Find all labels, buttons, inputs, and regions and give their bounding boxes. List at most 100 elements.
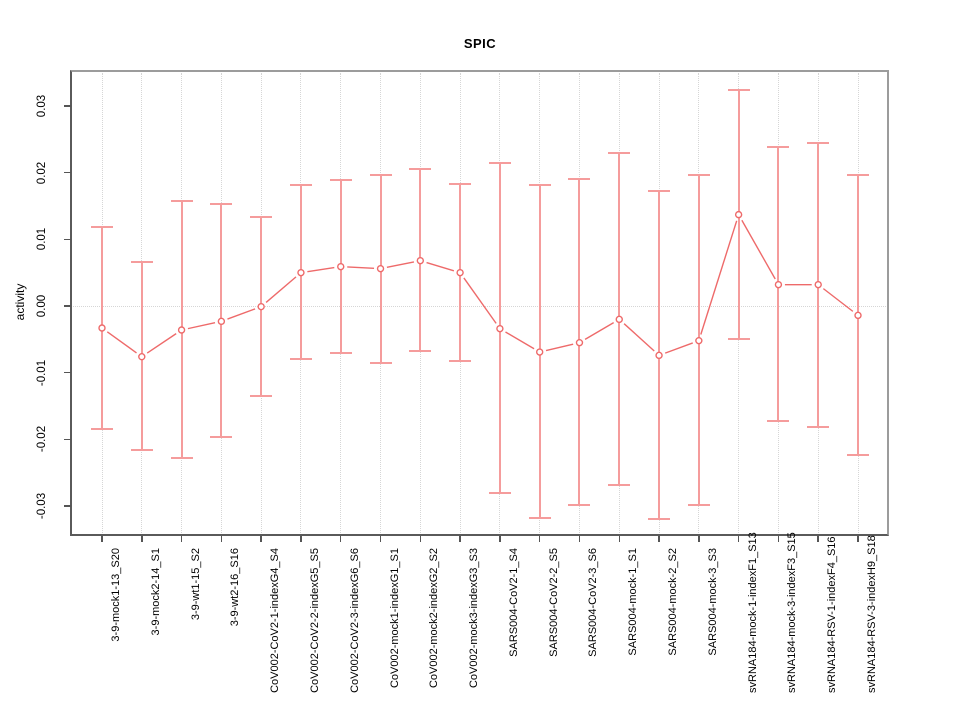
x-tick-label: svRNA184-RSV-1-indexF4_S16: [826, 536, 839, 693]
series-line-segment: [741, 219, 776, 280]
error-bar-cap: [130, 449, 153, 452]
data-point-marker: [734, 210, 743, 219]
data-point-marker: [177, 326, 186, 334]
data-point-marker: [496, 324, 504, 333]
x-tick-label: SARS004-CoV2-2_S5: [547, 548, 560, 657]
error-bar-cap: [807, 141, 830, 144]
error-bar-cap: [847, 454, 869, 457]
data-point-marker: [655, 351, 663, 360]
data-point-marker: [257, 302, 265, 311]
x-tick-label: svRNA184-mock-1-indexF1_S13: [746, 532, 759, 693]
error-bar-cap: [847, 174, 869, 177]
data-point-marker: [615, 315, 623, 324]
data-point-marker: [695, 336, 703, 345]
error-bar-cap: [250, 395, 273, 398]
error-bar-cap: [727, 338, 750, 341]
y-tick-label: 0.02: [36, 161, 48, 184]
data-point-marker: [535, 348, 544, 356]
x-tick: [101, 536, 103, 542]
error-bar-cap: [250, 216, 273, 219]
series-line-segment: [426, 261, 455, 272]
x-tick-label: CoV002-CoV2-1-indexG4_S4: [269, 548, 282, 693]
error-bar-cap: [170, 457, 193, 460]
series-line-segment: [822, 288, 854, 312]
x-tick-label: SARS004-mock-1_S1: [627, 548, 640, 656]
series-line-segment: [227, 308, 256, 320]
error-bar-cap: [687, 174, 710, 177]
series-line-segment: [505, 331, 535, 350]
error-bar-cap: [449, 182, 472, 185]
series-line-segment: [146, 333, 177, 354]
x-tick-label: CoV002-mock1-indexG1_S1: [388, 548, 401, 689]
y-tick: [64, 238, 71, 241]
error-bar-cap: [409, 167, 432, 170]
y-tick-label: -0.02: [36, 426, 48, 453]
series-line-segment: [386, 261, 415, 269]
series-line-segment: [106, 331, 137, 354]
error-bar-cap: [767, 146, 790, 149]
x-tick: [260, 536, 262, 542]
x-tick-label: CoV002-mock3-indexG3_S3: [468, 548, 481, 689]
data-point-marker: [98, 324, 106, 332]
data-point-marker: [854, 311, 862, 320]
error-bar-cap: [170, 200, 193, 203]
error-bar-cap: [91, 427, 113, 430]
data-point-marker: [575, 338, 584, 347]
y-tick: [64, 105, 71, 107]
error-bar-cap: [329, 351, 352, 354]
y-tick-label: -0.03: [36, 492, 48, 520]
error-bar-cap: [767, 420, 790, 423]
y-tick: [64, 305, 71, 307]
series-layer: [98, 210, 862, 361]
series-line-segment: [700, 220, 738, 335]
series-line-segment: [307, 266, 335, 273]
error-bar-cap: [449, 360, 472, 363]
x-tick: [220, 536, 223, 542]
error-bar-cap: [289, 184, 312, 187]
x-tick: [618, 536, 621, 542]
error-bar-cap: [488, 162, 511, 165]
series-line-segment: [463, 277, 497, 324]
series-line-segment: [187, 322, 216, 330]
x-tick: [578, 536, 581, 542]
x-tick: [698, 536, 700, 542]
zero-gridline: [73, 305, 886, 307]
error-bar-cap: [727, 88, 750, 91]
x-tick-label: svRNA184-RSV-3-indexH9_S18: [866, 535, 878, 693]
error-bar-cap: [528, 517, 551, 520]
error-bar-cap: [409, 349, 432, 352]
y-tick: [64, 438, 71, 441]
x-tick-label: 3-9-wt1-15_S2: [189, 548, 202, 621]
error-bar-cap: [648, 190, 671, 193]
x-tick: [141, 536, 143, 542]
x-tick-label: 3-9-mock2-14_S1: [149, 548, 162, 636]
error-bar-cap: [289, 357, 312, 360]
chart-title: SPIC: [463, 36, 497, 51]
y-tick-label: 0.00: [36, 294, 48, 318]
series-line-segment: [347, 266, 375, 270]
plot-box: [70, 70, 889, 536]
x-tick: [419, 536, 422, 542]
y-tick: [64, 371, 71, 374]
y-tick: [64, 171, 71, 174]
error-bar-cap: [528, 184, 551, 187]
data-point-marker: [376, 264, 385, 273]
x-tick: [857, 536, 859, 542]
series-line-segment: [664, 342, 693, 354]
series-line-segment: [545, 343, 574, 352]
y-tick-label: -0.01: [36, 359, 48, 386]
y-tick-label: 0.01: [36, 228, 48, 251]
error-bar-cap: [608, 152, 631, 155]
y-tick: [64, 505, 71, 507]
y-tick-label: 0.03: [36, 94, 48, 118]
error-bar-cap: [648, 518, 671, 521]
x-tick: [817, 536, 819, 542]
series-line-segment: [584, 322, 615, 340]
data-point-marker: [138, 352, 146, 361]
x-tick-label: 3-9-wt2-16_S16: [229, 548, 242, 627]
x-tick-label: CoV002-CoV2-3-indexG6_S6: [348, 548, 361, 693]
data-point-marker: [416, 256, 425, 265]
x-tick: [459, 536, 461, 542]
data-point-marker: [456, 268, 464, 277]
